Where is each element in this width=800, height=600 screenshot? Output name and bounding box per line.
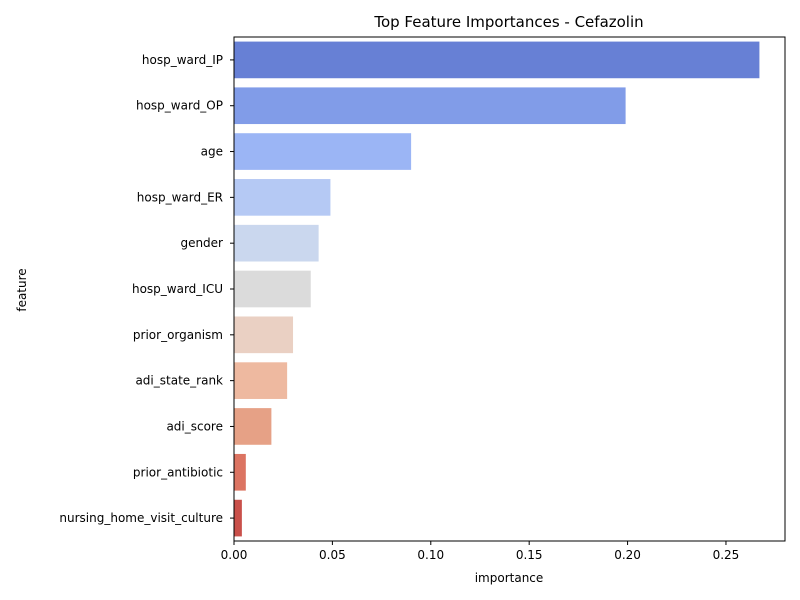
x-tick-label: 0.25 xyxy=(713,548,740,562)
bar-hosp_ward_OP xyxy=(234,87,626,125)
bar-age xyxy=(234,133,412,170)
bars-layer xyxy=(234,41,760,537)
bar-hosp_ward_IP xyxy=(234,41,760,79)
y-tick-label: hosp_ward_OP xyxy=(136,99,223,113)
bar-prior_organism xyxy=(234,316,294,354)
x-tick-label: 0.20 xyxy=(614,548,641,562)
y-tick-label: nursing_home_visit_culture xyxy=(59,511,223,525)
x-tick-labels: 0.00 0.05 0.10 0.15 0.20 0.25 xyxy=(221,541,740,562)
bar-adi_state_rank xyxy=(234,362,288,399)
y-tick-label: gender xyxy=(180,236,223,250)
y-tick-label: age xyxy=(201,145,223,159)
bar-adi_score xyxy=(234,408,272,445)
bar-nursing_home_visit_culture xyxy=(234,499,242,537)
x-axis-label: importance xyxy=(475,571,544,585)
x-tick-label: 0.00 xyxy=(221,548,248,562)
bar-hosp_ward_ICU xyxy=(234,270,311,308)
y-tick-label: hosp_ward_ER xyxy=(137,190,223,204)
x-tick-label: 0.05 xyxy=(319,548,346,562)
x-tick-label: 0.15 xyxy=(516,548,543,562)
plot-frame xyxy=(233,36,786,542)
y-tick-label: hosp_ward_ICU xyxy=(132,282,223,296)
bar-gender xyxy=(234,224,319,262)
y-tick-label: adi_state_rank xyxy=(135,374,223,388)
y-tick-label: adi_score xyxy=(166,419,223,433)
y-axis-label: feature xyxy=(15,268,29,311)
y-tick-label: prior_organism xyxy=(133,328,223,342)
bar-hosp_ward_ER xyxy=(234,179,331,216)
x-tick-label: 0.10 xyxy=(417,548,444,562)
bar-prior_antibiotic xyxy=(234,453,246,491)
y-tick-label: prior_antibiotic xyxy=(133,465,223,479)
y-tick-label: hosp_ward_IP xyxy=(142,53,223,67)
chart-title: Top Feature Importances - Cefazolin xyxy=(373,13,643,31)
